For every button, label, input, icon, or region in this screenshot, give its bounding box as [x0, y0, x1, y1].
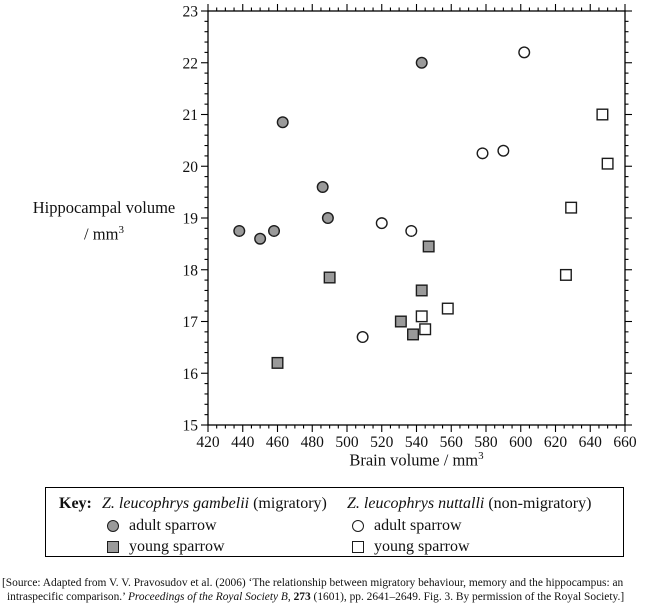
species-name-nuttalli: Z. leucophrys nuttalli [347, 495, 485, 512]
x-tick-label: 580 [474, 434, 498, 451]
x-axis-label-text: Brain volume / mm [349, 450, 479, 470]
y-axis-label-superscript: 3 [118, 224, 124, 236]
data-point [394, 315, 407, 328]
legend-item-label: young sparrow [374, 537, 470, 555]
source-line2-text: intraspecific comparison.’ [7, 591, 128, 603]
y-tick-label: 18 [183, 262, 199, 279]
species-name-gambelii: Z. leucophrys gambelii [102, 495, 250, 512]
data-point [405, 224, 418, 237]
x-tick-label: 660 [613, 434, 637, 451]
data-point [316, 180, 329, 193]
x-axis-label-superscript: 3 [478, 450, 484, 462]
x-tick-label: 540 [405, 434, 429, 451]
y-tick-label: 22 [183, 55, 199, 72]
y-axis-label-line2: / mm [84, 224, 119, 244]
filled-circle-marker-icon [107, 519, 119, 532]
data-point [441, 302, 454, 315]
legend-item-label: adult sparrow [129, 516, 217, 534]
data-point [415, 56, 428, 69]
data-point [497, 144, 510, 157]
data-point [321, 211, 334, 224]
legend-group-nuttalli: Z. leucophrys nuttalli (non-migratory) a… [347, 495, 591, 555]
y-tick-label: 15 [183, 418, 199, 435]
legend-item-label: young sparrow [129, 537, 225, 555]
legend-key-label: Key: [59, 495, 92, 512]
data-point [518, 46, 531, 59]
y-tick-label: 20 [183, 159, 199, 176]
data-point [415, 310, 428, 323]
x-axis-label: Brain volume / mm3 [208, 450, 625, 471]
data-point [268, 224, 281, 237]
x-tick-label: 420 [196, 434, 220, 451]
y-tick-label: 19 [183, 211, 199, 228]
series-3 [415, 108, 614, 336]
legend-item: adult sparrow [102, 517, 327, 534]
x-tick-label: 460 [266, 434, 290, 451]
source-volume-number: 273 [293, 591, 311, 603]
data-point [476, 147, 489, 160]
data-point [415, 284, 428, 297]
axis-ticks [201, 4, 632, 432]
data-point [271, 356, 284, 369]
y-tick-label: 16 [183, 366, 199, 383]
data-point [422, 240, 435, 253]
scatter-chart: 420 440 460 480 500 520 540 560 580 600 620 640 660 1… [22, 4, 637, 471]
series-1 [271, 240, 435, 369]
x-tick-label: 620 [544, 434, 568, 451]
data-point [559, 268, 572, 281]
source-line2-end: (1601), pp. 2641–2649. Fig. 3. By permis… [310, 591, 625, 603]
legend-header-gambelii: Z. leucophrys gambelii (migratory) [102, 495, 327, 513]
legend-header-nuttalli: Z. leucophrys nuttalli (non-migratory) [347, 495, 591, 513]
source-line-2: intraspecific comparison.’ Proceedings o… [0, 590, 668, 604]
x-tick-label: 520 [370, 434, 394, 451]
legend-item: adult sparrow [347, 517, 591, 534]
data-point [419, 323, 432, 336]
data-point [565, 201, 578, 214]
plot-border [207, 10, 626, 426]
data-point [233, 224, 246, 237]
x-tick-label: 560 [440, 434, 464, 451]
data-point [276, 116, 289, 129]
legend-group-gambelii: Z. leucophrys gambelii (migratory) adult… [102, 495, 327, 555]
x-tick-label: 600 [509, 434, 533, 451]
axis-tick-labels: 420 440 460 480 500 520 540 560 580 600 620 640 660 1… [183, 4, 637, 452]
legend-item: young sparrow [347, 538, 591, 555]
series-2 [356, 46, 531, 344]
source-line-1: [Source: Adapted from V. V. Pravosudov e… [2, 577, 624, 589]
data-point [407, 328, 420, 341]
source-separator: , [287, 591, 294, 603]
source-journal-name: Proceedings of the Royal Society B [127, 591, 288, 603]
scatter-plot-svg: 420 440 460 480 500 520 540 560 580 600 620 640 660 1… [183, 4, 637, 452]
open-square-marker-icon [352, 540, 364, 553]
data-point [596, 108, 609, 121]
data-point [254, 232, 267, 245]
legend-item: young sparrow [102, 538, 327, 555]
data-point [375, 217, 388, 230]
y-tick-label: 17 [183, 314, 199, 331]
y-axis-label: Hippocampal volume / mm3 [22, 196, 186, 246]
data-point [356, 331, 369, 344]
species-qualifier-nuttalli: (non-migratory) [484, 495, 592, 512]
source-citation: [Source: Adapted from V. V. Pravosudov e… [0, 576, 668, 604]
x-tick-label: 440 [231, 434, 255, 451]
open-circle-marker-icon [352, 519, 364, 532]
filled-square-marker-icon [107, 540, 119, 553]
x-tick-label: 480 [301, 434, 325, 451]
y-tick-label: 23 [183, 4, 199, 21]
x-tick-label: 640 [579, 434, 603, 451]
legend-item-label: adult sparrow [374, 516, 462, 534]
legend: Key: Z. leucophrys gambelii (migratory) … [45, 487, 624, 557]
data-point [323, 271, 336, 284]
y-axis-label-line1: Hippocampal volume [32, 198, 176, 217]
series-0 [233, 56, 428, 245]
data-point [601, 157, 614, 170]
y-tick-label: 21 [183, 107, 199, 124]
species-qualifier-gambelii: (migratory) [249, 495, 327, 512]
x-tick-label: 500 [335, 434, 359, 451]
